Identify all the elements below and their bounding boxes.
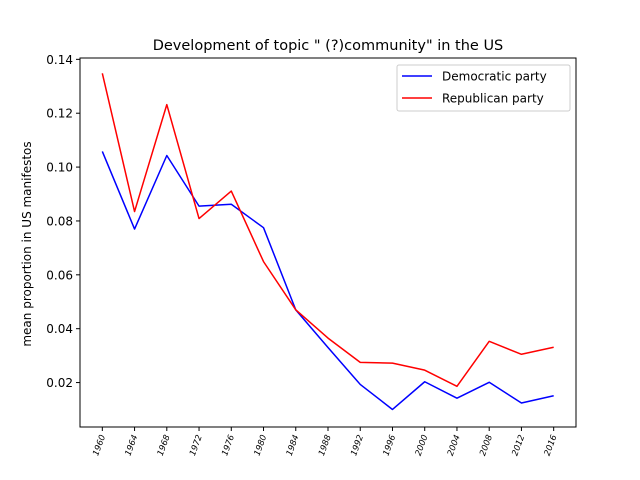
plot-area (79, 57, 577, 428)
legend: Democratic party Republican party (396, 64, 571, 112)
y-tick-label: 0.02 (46, 376, 73, 390)
x-tick-label: 1964 (124, 434, 141, 458)
y-tick-label: 0.10 (46, 161, 73, 175)
y-tick-label: 0.12 (46, 107, 73, 121)
x-tick-label: 1984 (285, 434, 302, 458)
x-tick-label: 1988 (317, 433, 334, 457)
x-tick-label: 1992 (349, 434, 366, 458)
series-line-republican (101, 73, 554, 388)
y-axis: 0.02 0.04 0.06 0.08 0.10 0.12 0.14 (46, 53, 80, 390)
plot-frame (79, 57, 577, 428)
chart-title: Development of topic " (?)community" in … (153, 38, 504, 54)
x-tick-label: 1960 (91, 434, 108, 458)
legend-label-republican: Republican party (442, 92, 544, 106)
y-tick-label: 0.04 (46, 322, 73, 336)
series-layer (101, 73, 554, 411)
x-tick-label: 1996 (382, 433, 399, 457)
x-tick-label: 2004 (446, 434, 463, 458)
x-tick-label: 2012 (510, 434, 527, 458)
x-tick-label: 2000 (414, 434, 431, 458)
legend-box (396, 64, 571, 112)
x-tick-label: 1972 (188, 434, 205, 458)
legend-label-democratic: Democratic party (442, 70, 547, 84)
x-tick-label: 1980 (253, 434, 270, 458)
x-tick-label: 1976 (220, 433, 237, 457)
y-axis-label: mean proportion in US manifestos (20, 141, 34, 346)
x-tick-label: 2008 (478, 433, 495, 457)
y-tick-label: 0.08 (46, 214, 73, 228)
x-tick-label: 2016 (543, 433, 560, 457)
y-tick-label: 0.06 (46, 268, 73, 282)
series-line-democratic (101, 151, 554, 411)
y-tick-label: 0.14 (46, 53, 73, 67)
x-tick-label: 1968 (156, 433, 173, 457)
x-axis: 1960 1964 1968 1972 1976 1980 1984 1988 1992 1996… (91, 427, 560, 458)
